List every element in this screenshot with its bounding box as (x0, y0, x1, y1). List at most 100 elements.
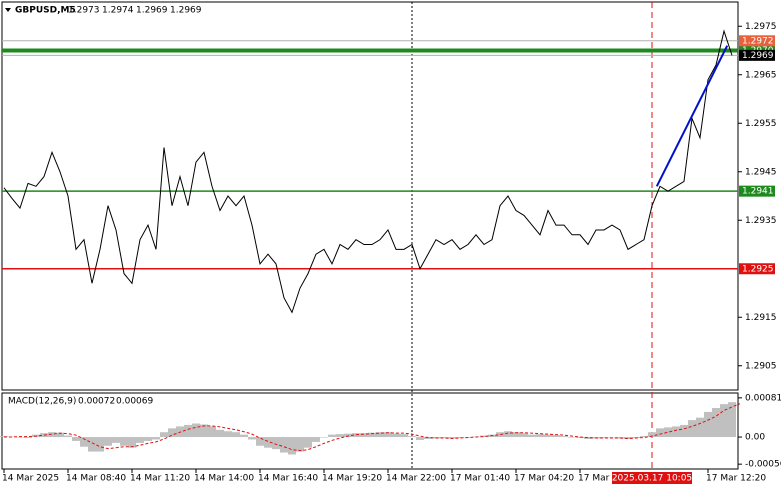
macd-bar (568, 437, 576, 438)
y-tick-label: 0.00081 (745, 393, 781, 403)
macd-bar (248, 437, 256, 440)
macd-bar (64, 435, 72, 438)
ohlc-value: 1.2969 (170, 6, 202, 16)
macd-bar (672, 426, 680, 438)
macd-bar (560, 436, 568, 438)
macd-bar (232, 432, 240, 438)
macd-bar (296, 437, 304, 452)
price-panel (1, 1, 739, 391)
x-tick-label: 17 Mar 01:40 (450, 474, 510, 484)
macd-bar (144, 437, 152, 441)
x-tick-label: 17 Mar 07:00 (578, 474, 638, 484)
macd-bar (160, 432, 168, 438)
macd-bar (256, 437, 264, 446)
ohlc-value: 1.2973 (68, 6, 100, 16)
macd-bar (80, 437, 88, 447)
macd-bar (656, 428, 664, 438)
y-tick-label: 1.2955 (745, 119, 777, 129)
macd-bar (264, 437, 272, 448)
macd-bar (288, 437, 296, 455)
macd-bar (88, 437, 96, 452)
trendline (655, 45, 729, 187)
macd-bar (664, 427, 672, 438)
macd-bar (504, 431, 512, 438)
y-tick-label: 0.00 (745, 433, 765, 443)
macd-bar (312, 437, 320, 442)
price-label-box (739, 49, 775, 61)
price-label: 1.2941 (742, 187, 774, 197)
y-tick-label: 1.2945 (745, 167, 777, 177)
menu-arrow (5, 8, 11, 12)
macd-bar (544, 434, 552, 438)
macd-bar (680, 424, 688, 438)
macd-bar (344, 433, 352, 438)
macd-bar (96, 437, 104, 452)
macd-bar (272, 437, 280, 450)
x-tick-label: 14 Mar 22:00 (386, 474, 446, 484)
macd-bar (112, 437, 120, 443)
price-line (3, 29, 733, 314)
macd-bar (712, 408, 720, 438)
macd-bar (648, 432, 656, 438)
macd-bar (720, 404, 728, 438)
macd-bar (280, 437, 288, 453)
y-tick-label: 1.2965 (745, 70, 777, 80)
macd-bar (696, 417, 704, 438)
x-tick-label: 14 Mar 2025 (2, 474, 59, 484)
macd-bar (480, 435, 488, 438)
macd-panel (1, 392, 739, 470)
x-tick-label: 17 Mar 04:20 (514, 474, 574, 484)
y-tick-label: 1.2905 (745, 361, 777, 371)
macd-bar (440, 437, 448, 439)
macd-bar (320, 437, 328, 438)
x-tick-label: 14 Mar 14:00 (194, 474, 254, 484)
macd-bar (336, 434, 344, 438)
macd-bar (392, 433, 400, 438)
x-tick-label: 14 Mar 08:40 (66, 474, 126, 484)
macd-bar (352, 433, 360, 438)
price-label-box (739, 35, 775, 47)
price-label: 1.2972 (742, 36, 774, 46)
macd-title: MACD(12,26,9) (8, 397, 76, 407)
macd-title-value: 0.00072 (78, 397, 115, 407)
ohlc-value: 1.2974 (102, 6, 134, 16)
time-label-box (612, 472, 692, 484)
macd-bar (704, 411, 712, 438)
macd-bar (512, 432, 520, 438)
time-label: 2025.03.17 10:05 (612, 474, 692, 484)
macd-bar (496, 432, 504, 438)
macd-bar (48, 432, 56, 438)
macd-bar (72, 437, 80, 441)
macd-bar (16, 437, 24, 438)
macd-bar (128, 437, 136, 448)
macd-bar (200, 424, 208, 438)
price-label: 1.2969 (742, 51, 774, 61)
x-tick-label: 17 Mar 12:20 (706, 474, 766, 484)
macd-bar (728, 402, 736, 438)
macd-bar (328, 434, 336, 438)
x-tick-label: 14 Mar 19:20 (322, 474, 382, 484)
macd-bar (240, 434, 248, 438)
macd-bar (136, 437, 144, 443)
macd-signal (4, 403, 741, 452)
macd-bar (400, 434, 408, 438)
y-tick-label: 1.2915 (745, 313, 777, 323)
macd-bar (384, 432, 392, 438)
macd-bar (416, 437, 424, 440)
macd-bar (608, 437, 616, 438)
macd-bar (168, 428, 176, 438)
macd-bar (600, 437, 608, 439)
macd-bar (104, 437, 112, 446)
macd-bar (640, 436, 648, 438)
x-tick-label: 14 Mar 16:40 (258, 474, 318, 484)
price-label: 1.2925 (742, 264, 774, 274)
symbol: GBPUSD,M5 (15, 6, 76, 16)
macd-bar (192, 423, 200, 438)
macd-bar (528, 434, 536, 438)
macd-bar (584, 437, 592, 439)
macd-bar (552, 435, 560, 438)
macd-bar (688, 420, 696, 438)
macd-bar (624, 437, 632, 439)
price-label-box (739, 185, 775, 197)
